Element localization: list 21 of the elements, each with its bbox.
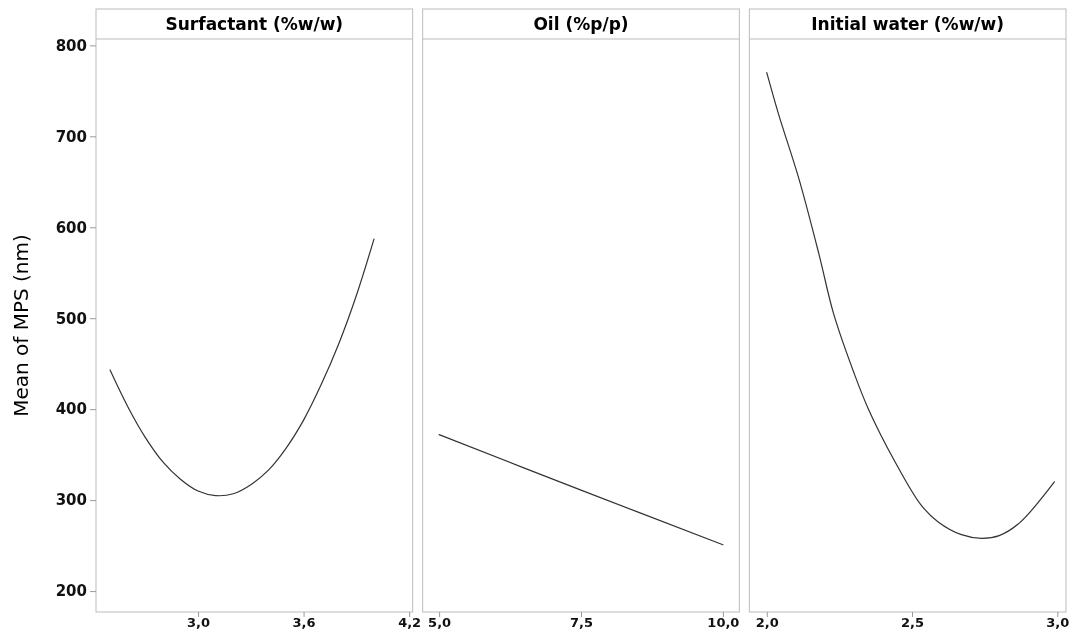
x-tick-label: 3,0 <box>187 615 211 631</box>
x-tick-label: 5,0 <box>428 615 452 631</box>
y-tick-label: 500 <box>55 309 87 328</box>
chart-title: Oil (%p/p) <box>533 14 629 34</box>
chart-title: Initial water (%w/w) <box>811 14 1005 34</box>
y-tick-label: 300 <box>55 491 87 510</box>
y-tick-label: 700 <box>55 127 87 146</box>
line-series <box>109 238 375 497</box>
y-axis-title: Mean of MPS (nm) <box>9 234 33 417</box>
x-tick-label: 7,5 <box>569 615 594 631</box>
chart-title: Surfactant (%w/w) <box>165 14 344 34</box>
x-tick-label: 4,2 <box>398 615 422 631</box>
x-tick-label: 2,5 <box>901 615 925 631</box>
y-tick-label: 600 <box>55 218 87 237</box>
x-tick-label: 3,0 <box>1046 615 1070 631</box>
x-tick-label: 2,0 <box>755 615 779 631</box>
y-tick-label: 200 <box>55 582 87 601</box>
x-tick-label: 10,0 <box>707 615 740 631</box>
x-tick-label: 3,6 <box>292 615 316 631</box>
y-tick-label: 400 <box>55 400 87 419</box>
y-tick-label: 800 <box>55 36 87 55</box>
